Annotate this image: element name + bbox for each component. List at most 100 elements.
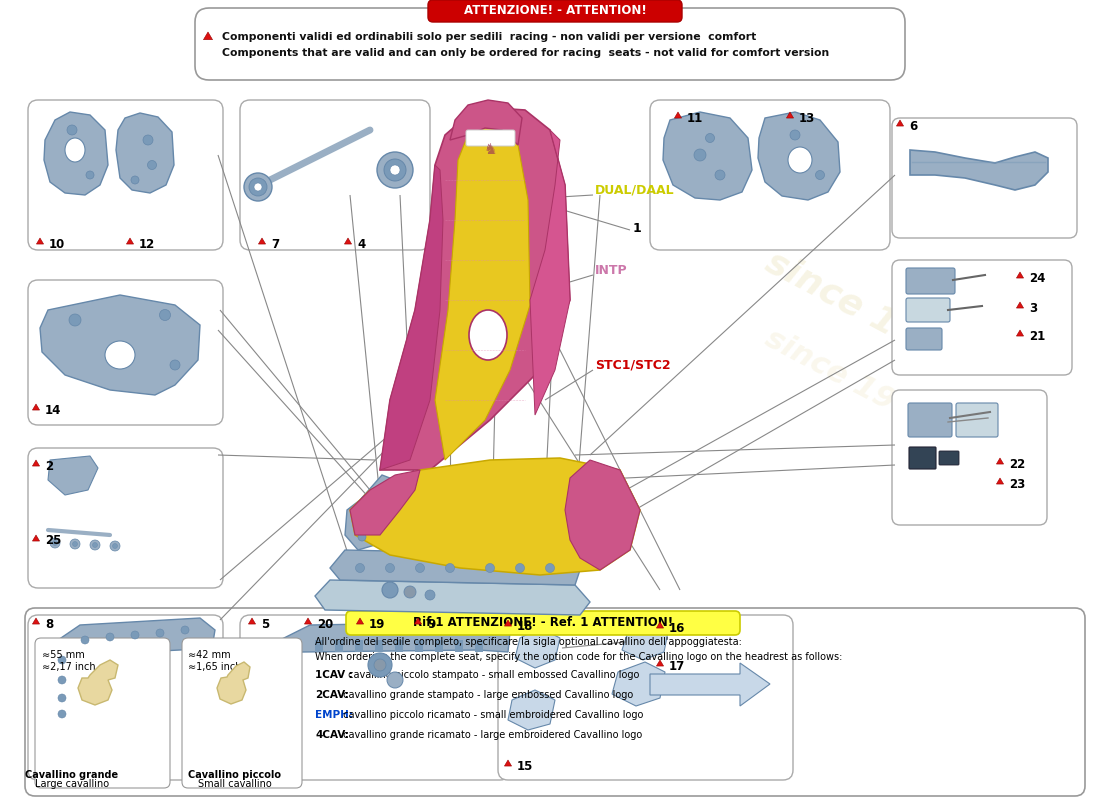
Text: cavallino grande stampato - large embossed Cavallino logo: cavallino grande stampato - large emboss…	[340, 690, 634, 700]
Text: Components that are valid and can only be ordered for racing  seats - not valid : Components that are valid and can only b…	[222, 48, 829, 58]
Polygon shape	[515, 628, 560, 668]
Circle shape	[377, 152, 412, 188]
Polygon shape	[663, 112, 752, 200]
Polygon shape	[450, 100, 522, 145]
Text: since 1985: since 1985	[760, 324, 937, 436]
FancyBboxPatch shape	[908, 403, 952, 437]
Circle shape	[416, 563, 425, 573]
Text: 16: 16	[669, 622, 685, 634]
FancyBboxPatch shape	[892, 118, 1077, 238]
Text: cavallino piccolo ricamato - small embroidered Cavallino logo: cavallino piccolo ricamato - small embro…	[340, 710, 644, 720]
Text: ♞: ♞	[483, 142, 497, 158]
Polygon shape	[997, 458, 1003, 464]
Circle shape	[384, 159, 406, 181]
Polygon shape	[204, 32, 212, 40]
Circle shape	[705, 134, 715, 142]
Polygon shape	[505, 620, 512, 626]
Circle shape	[790, 130, 800, 140]
Text: 25: 25	[45, 534, 62, 547]
Polygon shape	[315, 580, 590, 615]
Bar	[375, 640, 383, 652]
Polygon shape	[1016, 272, 1024, 278]
FancyBboxPatch shape	[28, 280, 223, 425]
Text: ≈2,17 inch: ≈2,17 inch	[42, 662, 96, 672]
Text: 14: 14	[45, 403, 62, 417]
Text: 8: 8	[45, 618, 53, 630]
Circle shape	[387, 672, 403, 688]
FancyBboxPatch shape	[956, 403, 998, 437]
Circle shape	[73, 542, 77, 546]
Bar	[315, 640, 323, 652]
Circle shape	[67, 125, 77, 135]
Text: INTP: INTP	[595, 263, 628, 277]
Circle shape	[156, 629, 164, 637]
Polygon shape	[505, 760, 512, 766]
Polygon shape	[40, 295, 200, 395]
Text: 20: 20	[317, 618, 333, 630]
FancyBboxPatch shape	[892, 390, 1047, 525]
Text: ATTENZIONE! - ATTENTION!: ATTENZIONE! - ATTENTION!	[463, 5, 647, 18]
Polygon shape	[674, 112, 682, 118]
Circle shape	[58, 656, 66, 664]
Circle shape	[355, 563, 364, 573]
Ellipse shape	[469, 310, 507, 360]
Polygon shape	[217, 662, 250, 704]
Polygon shape	[330, 550, 580, 585]
Text: 17: 17	[669, 659, 685, 673]
FancyBboxPatch shape	[466, 130, 515, 146]
Polygon shape	[116, 113, 174, 193]
Polygon shape	[249, 618, 255, 624]
Circle shape	[86, 171, 94, 179]
Circle shape	[69, 314, 81, 326]
FancyBboxPatch shape	[182, 638, 302, 788]
Polygon shape	[650, 663, 770, 706]
Ellipse shape	[788, 147, 812, 173]
Text: cavallino piccolo stampato - small embossed Cavallino logo: cavallino piccolo stampato - small embos…	[345, 670, 639, 680]
Circle shape	[358, 533, 366, 541]
Polygon shape	[786, 112, 793, 118]
Circle shape	[160, 310, 170, 321]
Text: 15: 15	[517, 759, 534, 773]
Circle shape	[694, 149, 706, 161]
Polygon shape	[305, 618, 311, 624]
Bar	[475, 640, 483, 652]
Polygon shape	[565, 460, 640, 570]
FancyBboxPatch shape	[909, 447, 936, 469]
Polygon shape	[530, 130, 570, 415]
Circle shape	[254, 183, 262, 191]
Text: 2CAV:: 2CAV:	[315, 690, 349, 700]
Circle shape	[170, 360, 180, 370]
Polygon shape	[44, 112, 108, 195]
Polygon shape	[32, 460, 40, 466]
FancyBboxPatch shape	[906, 268, 955, 294]
Text: since 1985: since 1985	[760, 244, 969, 377]
Circle shape	[425, 590, 435, 600]
Text: 1: 1	[632, 222, 641, 234]
Text: 18: 18	[517, 619, 534, 633]
Circle shape	[446, 563, 454, 573]
Polygon shape	[379, 108, 570, 470]
Polygon shape	[379, 165, 443, 470]
Circle shape	[143, 135, 153, 145]
Polygon shape	[350, 458, 640, 575]
Text: STC1/STC2: STC1/STC2	[595, 358, 671, 371]
Text: Cavallino grande: Cavallino grande	[25, 770, 119, 780]
Text: When ordering the complete seat, specify the option code for the Cavallino logo : When ordering the complete seat, specify…	[315, 652, 843, 662]
Circle shape	[366, 516, 374, 524]
Text: 11: 11	[688, 111, 703, 125]
Circle shape	[50, 538, 60, 548]
Circle shape	[106, 633, 114, 641]
Polygon shape	[434, 128, 530, 460]
Circle shape	[485, 563, 495, 573]
Text: Small cavallino: Small cavallino	[198, 779, 272, 789]
Text: 4CAV:: 4CAV:	[315, 730, 349, 740]
Text: All'ordine del sedile completo, specificare la sigla optional cavallino dell'app: All'ordine del sedile completo, specific…	[315, 637, 741, 647]
Text: cavallino grande ricamato - large embroidered Cavallino logo: cavallino grande ricamato - large embroi…	[340, 730, 642, 740]
Circle shape	[90, 540, 100, 550]
Bar	[434, 640, 443, 652]
Bar	[395, 640, 403, 652]
FancyBboxPatch shape	[939, 451, 959, 465]
Text: EMPH:: EMPH:	[315, 710, 353, 720]
Text: 10: 10	[50, 238, 65, 250]
Circle shape	[382, 582, 398, 598]
